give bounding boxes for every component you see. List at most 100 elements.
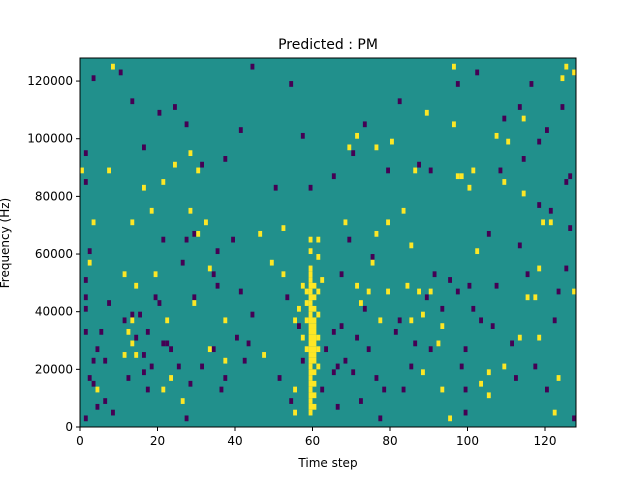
heatmap-cell-low: [339, 323, 344, 329]
heatmap-cell-low: [366, 346, 371, 353]
heatmap-cell-high: [204, 219, 208, 226]
heatmap-cell-low: [184, 236, 189, 243]
heatmap-cell-high: [312, 352, 317, 358]
heatmap-cell-high: [494, 132, 499, 139]
heatmap-cell-low: [91, 75, 96, 82]
heatmap-cell-high: [452, 121, 456, 128]
heatmap-cell-high: [366, 288, 371, 295]
heatmap-cell-low: [122, 317, 127, 324]
heatmap-cell-high: [537, 265, 542, 272]
heatmap-cell-high: [312, 357, 317, 364]
heatmap-cell-low: [335, 403, 340, 410]
heatmap-cell-high: [308, 323, 313, 329]
heatmap-cell-high: [308, 363, 313, 370]
heatmap-cell-high: [304, 346, 309, 353]
heatmap-cell-high: [455, 173, 460, 180]
heatmap-cell-low: [169, 346, 173, 353]
heatmap-cell-low: [343, 357, 348, 364]
heatmap-cell-high: [126, 328, 131, 335]
heatmap-cell-high: [409, 317, 414, 324]
heatmap-cell-high: [312, 403, 317, 410]
heatmap-cell-low: [510, 340, 514, 347]
heatmap-cell-high: [308, 340, 313, 347]
heatmap-cell-low: [157, 109, 162, 116]
y-tick-label: 120000: [27, 74, 73, 88]
heatmap-cell-low: [83, 294, 88, 301]
y-tick-label: 20000: [35, 362, 73, 376]
heatmap-cell-low: [514, 375, 518, 381]
heatmap-cell-low: [161, 340, 166, 347]
heatmap-cell-low: [397, 317, 402, 324]
heatmap-cell-high: [308, 409, 313, 416]
heatmap-cell-high: [541, 219, 545, 226]
heatmap-cell-high: [169, 375, 173, 381]
heatmap-cell-low: [83, 277, 88, 283]
heatmap-cell-low: [126, 375, 131, 381]
heatmap-cell-low: [490, 323, 495, 329]
heatmap-cell-low: [277, 375, 282, 381]
heatmap-cell-high: [533, 294, 538, 301]
heatmap-cell-high: [467, 184, 472, 191]
heatmap-cell-low: [161, 236, 166, 243]
x-axis-label: Time step: [297, 456, 357, 470]
heatmap-cell-high: [308, 300, 313, 306]
heatmap-cell-high: [378, 317, 383, 324]
heatmap-cell-low: [397, 98, 402, 105]
heatmap-cell-high: [223, 357, 228, 364]
heatmap-cell-high: [312, 323, 317, 329]
heatmap-cell-low: [525, 271, 530, 278]
heatmap-cell-low: [475, 69, 480, 76]
heatmap-cell-low: [428, 167, 433, 174]
heatmap-cell-low: [455, 288, 460, 295]
heatmap-cell-low: [118, 69, 123, 76]
heatmap-cell-low: [83, 328, 88, 335]
heatmap-cell-high: [405, 282, 410, 289]
heatmap-cell-low: [211, 346, 216, 353]
heatmap-cell-low: [471, 305, 476, 312]
heatmap-cell-high: [91, 219, 96, 226]
heatmap-cell-low: [83, 415, 88, 422]
heatmap-cell-high: [308, 352, 313, 358]
heatmap-cell-high: [521, 115, 526, 122]
heatmap-cell-low: [111, 409, 115, 416]
heatmap-cell-low: [362, 305, 367, 312]
heatmap-cell-low: [324, 346, 328, 353]
heatmap-cell-high: [223, 317, 228, 324]
heatmap-cell-high: [304, 300, 309, 306]
heatmap-cell-low: [548, 207, 553, 214]
heatmap-cell-high: [308, 265, 313, 272]
heatmap-cell-low: [355, 334, 359, 341]
heatmap-cell-high: [564, 63, 569, 70]
heatmap-cell-high: [409, 242, 414, 249]
heatmap-cell-high: [355, 132, 359, 139]
heatmap-cell-high: [80, 167, 84, 174]
heatmap-cell-low: [142, 352, 146, 358]
heatmap-cell-low: [463, 386, 468, 393]
heatmap-cell-high: [316, 311, 321, 318]
heatmap-cell-high: [293, 386, 297, 393]
heatmap-cell-low: [83, 179, 88, 185]
heatmap-cell-high: [316, 254, 321, 260]
heatmap-cell-high: [192, 300, 197, 306]
heatmap-cell-high: [297, 305, 301, 312]
heatmap-cell-high: [95, 386, 100, 393]
heatmap-cell-low: [289, 398, 294, 404]
heatmap-cell-high: [308, 271, 313, 278]
heatmap-cell-high: [386, 219, 390, 226]
heatmap-cell-high: [428, 288, 433, 295]
heatmap-cell-high: [370, 259, 375, 266]
heatmap-cell-low: [413, 340, 418, 347]
heatmap-cell-low: [95, 403, 100, 410]
heatmap-cell-low: [335, 363, 340, 370]
heatmap-cell-low: [552, 317, 557, 324]
heatmap-cell-low: [533, 363, 538, 370]
heatmap-cell-low: [517, 104, 522, 110]
heatmap-cell-low: [107, 300, 111, 306]
heatmap-cell-low: [455, 81, 460, 87]
heatmap-cell-high: [459, 173, 464, 180]
heatmap-cell-high: [479, 380, 483, 387]
heatmap-cell-high: [207, 265, 212, 272]
heatmap-cell-high: [308, 294, 313, 301]
chart-title: Predicted : PM: [278, 37, 378, 53]
